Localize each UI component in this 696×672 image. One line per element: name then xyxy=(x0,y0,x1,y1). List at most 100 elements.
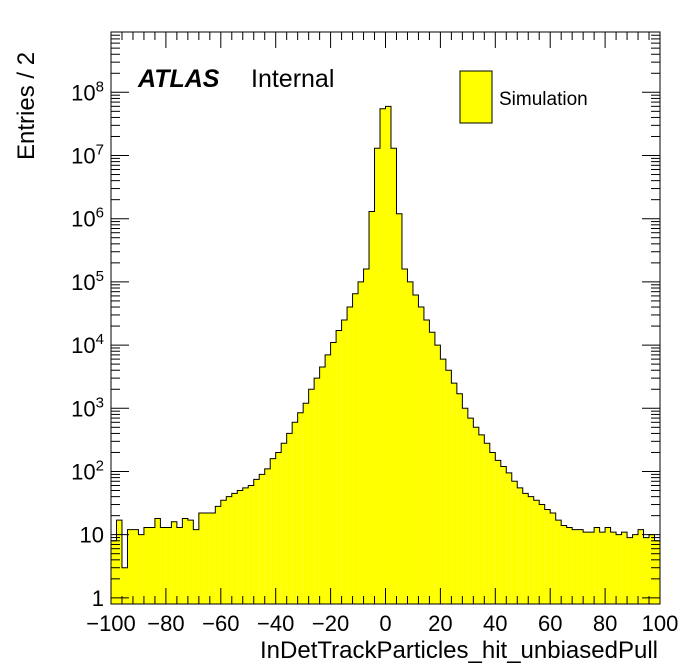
x-tick-label: −100 xyxy=(86,611,136,636)
histogram-bin xyxy=(341,319,348,604)
histogram-bin xyxy=(215,506,221,604)
histogram-bin xyxy=(242,487,249,604)
histogram-bin xyxy=(231,493,238,604)
histogram-bin xyxy=(374,148,381,604)
histogram-bin xyxy=(111,540,117,604)
histogram-bin xyxy=(588,532,595,604)
histogram-bin xyxy=(594,527,600,604)
histogram-bin xyxy=(412,295,419,604)
histogram-bin xyxy=(187,520,194,604)
y-tick-label: 108 xyxy=(71,78,104,105)
histogram-bin xyxy=(116,520,122,604)
histogram-bin xyxy=(456,393,463,604)
x-tick-label: 80 xyxy=(593,611,617,636)
histogram-bin xyxy=(198,513,205,604)
histogram-layer xyxy=(110,105,661,605)
histogram-bin xyxy=(193,529,199,604)
histogram-bin xyxy=(325,354,331,604)
histogram-bin xyxy=(539,504,545,604)
histogram-bin xyxy=(555,520,562,604)
histogram-bin xyxy=(528,496,534,604)
histogram-bin xyxy=(319,367,326,604)
y-tick-label: 104 xyxy=(71,331,104,358)
histogram-bin xyxy=(478,434,485,604)
histogram-bin xyxy=(160,527,166,604)
histogram-bin xyxy=(445,370,452,604)
y-tick-label: 106 xyxy=(71,205,104,232)
x-tick-label: 40 xyxy=(483,611,507,636)
histogram-bin xyxy=(638,529,644,604)
histogram-bin xyxy=(149,527,155,604)
histogram-bin xyxy=(363,268,370,604)
histogram-bin xyxy=(132,529,139,604)
histogram-bin xyxy=(627,537,633,604)
histogram-bin xyxy=(286,433,293,604)
y-tick-label: 10 xyxy=(80,523,104,548)
histogram-bin xyxy=(165,527,172,604)
histogram-bin xyxy=(577,529,584,604)
histogram-bin xyxy=(275,452,282,604)
histogram-bin xyxy=(209,513,216,604)
histogram-bin xyxy=(281,443,287,604)
histogram-bin xyxy=(572,529,578,604)
histogram-bin xyxy=(610,532,617,604)
y-axis-ticks xyxy=(111,31,660,599)
histogram-bin xyxy=(308,389,315,604)
x-tick-label: −80 xyxy=(147,611,184,636)
y-tick-label: 103 xyxy=(71,394,104,421)
internal-label: Internal xyxy=(251,65,334,93)
histogram-bin xyxy=(522,493,529,604)
histogram-bin xyxy=(292,422,298,604)
histogram-bin xyxy=(583,532,589,604)
atlas-label: ATLAS xyxy=(137,65,220,93)
histogram-bin xyxy=(599,532,606,604)
histogram-bin xyxy=(649,534,655,604)
y-tick-label: 1 xyxy=(92,586,104,611)
histogram-bin xyxy=(138,534,144,604)
histogram-bin xyxy=(643,537,650,604)
histogram-bin xyxy=(495,460,501,604)
histogram-bin xyxy=(121,567,128,604)
histogram-bin xyxy=(297,412,304,604)
histogram-bin xyxy=(127,529,133,604)
histogram-bin xyxy=(489,452,496,604)
histogram-bin xyxy=(440,359,446,604)
histogram-bin xyxy=(407,281,413,604)
x-tick-label: 100 xyxy=(642,611,679,636)
y-tick-label: 105 xyxy=(71,268,104,295)
histogram-bin xyxy=(369,211,375,605)
histogram-bin xyxy=(270,458,276,604)
legend-swatch xyxy=(459,70,493,124)
x-tick-label: 0 xyxy=(379,611,391,636)
histogram-bin xyxy=(380,108,386,604)
y-axis-title: Entries / 2 xyxy=(13,52,40,160)
x-tick-label: −40 xyxy=(257,611,294,636)
histogram-bin xyxy=(143,527,150,604)
histogram-bin xyxy=(467,418,474,604)
histogram-bin xyxy=(654,540,660,604)
histogram-bin xyxy=(533,500,540,604)
histogram-bin xyxy=(423,319,430,604)
histogram-bin xyxy=(347,307,353,604)
histogram-bin xyxy=(264,468,271,604)
histogram-bin xyxy=(566,527,573,604)
histogram-bin xyxy=(500,466,507,604)
x-tick-label: 20 xyxy=(428,611,452,636)
histogram-outline xyxy=(110,105,661,604)
histogram-bin xyxy=(171,521,177,604)
histogram-bin xyxy=(358,281,364,604)
histogram-bin xyxy=(484,443,490,604)
histogram-bin xyxy=(303,403,309,604)
x-tick-label: −60 xyxy=(202,611,239,636)
histogram-bin xyxy=(561,525,567,604)
x-axis-ticks xyxy=(110,32,661,604)
x-tick-label: −20 xyxy=(312,611,349,636)
histogram-bin xyxy=(511,481,518,604)
y-tick-label: 107 xyxy=(71,142,104,169)
histogram-bin xyxy=(253,479,260,604)
histogram-bin xyxy=(396,213,402,605)
histogram-bin xyxy=(616,534,622,604)
histogram-bin xyxy=(451,383,457,604)
histogram-bin xyxy=(401,268,408,604)
x-axis-tick-labels: −100 −80 −60 −40 −20 0 20 40 60 80 100 xyxy=(86,611,678,636)
